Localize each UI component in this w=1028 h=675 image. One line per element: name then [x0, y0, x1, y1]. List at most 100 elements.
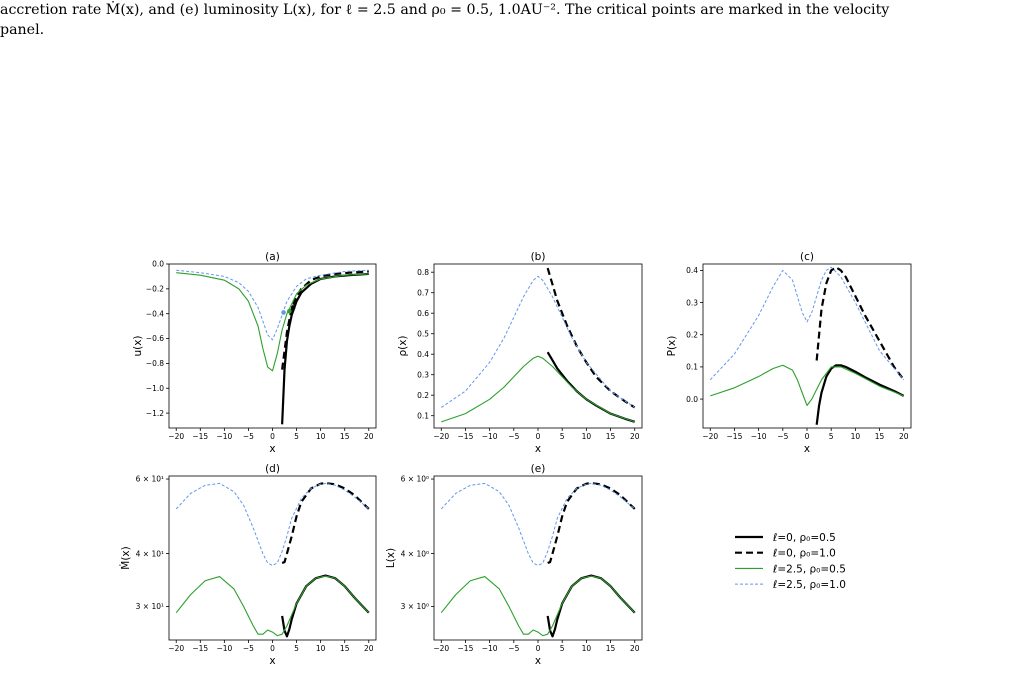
panel-b: −20 −15 −10 −5 0 5 10 15 20 0.1 0.2 0.3 0.4 0.5 0.6 0.7…	[397, 251, 643, 455]
panel-d: −20 −15 −10 −5 0 5 10 15 20 3 × 10¹ 4 × 10¹ 6 × 10¹…	[119, 463, 377, 667]
panel-e: −20 −15 −10 −5 0 5 10 15 20 3 × 10⁰ 4 × 10⁰ 6 × 10⁰…	[385, 463, 643, 667]
critical-point-1	[287, 308, 292, 314]
legend: ℓ=0, ρ₀=0.5 ℓ=0, ρ₀=1.0 ℓ=2.5, ρ₀=0.5 ℓ=2.5…	[735, 532, 846, 591]
panel-title: (c)	[800, 251, 814, 263]
x-tick-label: 15	[606, 644, 616, 653]
y-tick-label: 0.1	[686, 363, 698, 372]
y-tick-label: 4 × 10¹	[136, 549, 164, 558]
x-tick-label: 0	[536, 432, 541, 441]
y-tick-label: 0.1	[417, 411, 429, 420]
x-tick-label: −20	[168, 644, 184, 653]
series-c-blue	[709, 266, 905, 381]
series-b-green	[441, 355, 635, 423]
x-axis-label: x	[804, 443, 810, 455]
y-tick-label: −0.4	[146, 309, 164, 318]
y-axis-label: Ṁ(x)	[119, 546, 132, 569]
axes-frame-a	[168, 263, 377, 429]
x-tick-label: 15	[875, 432, 885, 441]
legend-entry: ℓ=0, ρ₀=1.0	[772, 548, 836, 560]
x-tick-label: −5	[777, 432, 788, 441]
x-tick-label: −20	[168, 432, 184, 441]
x-tick-label: −15	[458, 644, 474, 653]
y-tick-label: 0.7	[417, 288, 429, 297]
y-axis-label: ρ(x)	[397, 335, 409, 356]
axes-frame-e	[433, 475, 643, 641]
x-tick-label: −15	[727, 432, 743, 441]
panel-c: −20 −15 −10 −5 0 5 10 15 20 0.0 0.1 0.2 0.3 0.4 (c) x P(…	[666, 251, 912, 455]
x-tick-label: 0	[270, 644, 275, 653]
x-tick-label: 20	[630, 432, 640, 441]
x-tick-label: −10	[216, 644, 232, 653]
x-axis-label: x	[269, 443, 275, 455]
critical-point-2	[290, 305, 296, 310]
x-tick-label: 15	[340, 644, 350, 653]
x-axis-label: x	[535, 443, 541, 455]
y-tick-label: 3 × 10⁰	[401, 602, 429, 611]
y-tick-label: −1.2	[146, 409, 164, 418]
y-tick-label: 0.0	[152, 260, 164, 269]
series-b-black-dash	[546, 267, 636, 409]
caption-line-2: panel.	[0, 22, 45, 38]
x-tick-label: −15	[192, 644, 208, 653]
x-tick-label: 5	[829, 432, 834, 441]
x-tick-label: 10	[316, 644, 326, 653]
x-tick-label: 10	[316, 432, 326, 441]
x-tick-label: −15	[192, 432, 208, 441]
y-tick-label: 4 × 10⁰	[401, 549, 429, 558]
y-tick-label: 0.3	[686, 298, 698, 307]
x-tick-label: −5	[508, 432, 519, 441]
legend-entry: ℓ=0, ρ₀=0.5	[772, 532, 836, 544]
y-tick-label: 0.4	[417, 350, 429, 359]
x-tick-label: 0	[536, 644, 541, 653]
y-tick-label: 3 × 10¹	[136, 602, 164, 611]
series-a-black-dash	[281, 270, 369, 370]
series-b-blue	[440, 275, 636, 408]
y-tick-label: 0.3	[417, 370, 429, 379]
critical-point-0	[281, 310, 286, 315]
y-tick-label: 6 × 10¹	[136, 475, 164, 484]
figure-caption: accretion rate Ṁ(x), and (e) luminosity …	[0, 0, 1026, 40]
series-c-green	[710, 364, 904, 407]
x-tick-label: −20	[702, 432, 718, 441]
series-d-green	[175, 575, 370, 637]
x-tick-label: 20	[364, 644, 374, 653]
panel-title: (b)	[531, 251, 546, 263]
x-tick-label: −10	[751, 432, 767, 441]
series-e-black-dash	[547, 481, 636, 565]
caption-line-1: accretion rate Ṁ(x), and (e) luminosity …	[0, 2, 890, 18]
x-tick-label: −5	[243, 432, 254, 441]
x-tick-label: −10	[482, 432, 498, 441]
y-tick-label: −0.2	[146, 285, 164, 294]
y-tick-label: −0.8	[146, 359, 164, 368]
x-tick-label: 0	[805, 432, 810, 441]
y-tick-label: 0.2	[686, 330, 698, 339]
y-tick-label: 6 × 10⁰	[401, 475, 429, 484]
x-tick-label: 5	[560, 432, 565, 441]
series-b-black-solid	[546, 351, 636, 423]
x-tick-label: −20	[433, 432, 449, 441]
series-a-green	[176, 272, 369, 372]
x-tick-label: 15	[340, 432, 350, 441]
x-tick-label: 5	[560, 644, 565, 653]
axes-frame-b	[433, 263, 643, 429]
x-tick-label: −5	[243, 644, 254, 653]
x-tick-label: 10	[582, 644, 592, 653]
axes-frame-d	[168, 475, 377, 641]
series-c-black-dash	[815, 266, 905, 381]
x-tick-label: 5	[294, 432, 299, 441]
x-tick-label: −20	[433, 644, 449, 653]
x-tick-label: 20	[630, 644, 640, 653]
panel-title: (e)	[531, 463, 546, 475]
series-d-blue	[175, 482, 370, 566]
y-tick-label: 0.5	[417, 329, 429, 338]
x-tick-label: −10	[216, 432, 232, 441]
axes-frame-c	[702, 263, 912, 429]
legend-entry: ℓ=2.5, ρ₀=1.0	[772, 579, 846, 591]
x-axis-label: x	[535, 655, 541, 667]
x-tick-label: 10	[851, 432, 861, 441]
x-tick-label: −15	[458, 432, 474, 441]
x-tick-label: 20	[899, 432, 909, 441]
y-axis-label: P(x)	[666, 336, 678, 357]
y-tick-label: −0.6	[146, 334, 164, 343]
